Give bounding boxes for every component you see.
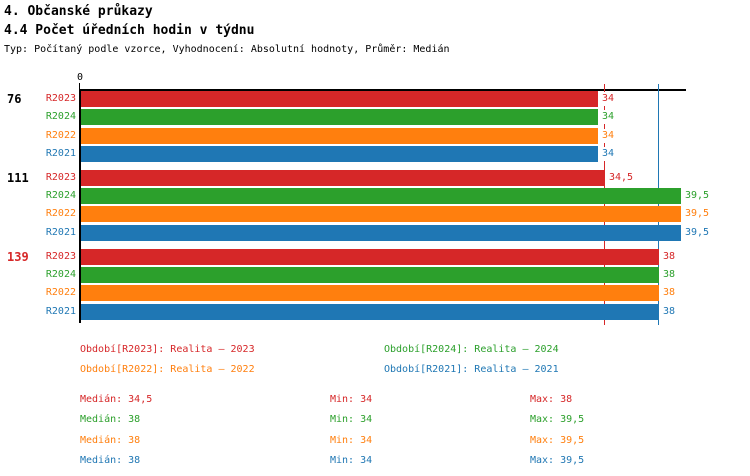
bar-chart-plot-area: 0 76 R2023 34 R2024 34 R2022 34 R2021 34 111 R2023… xyxy=(0,60,750,340)
stat-min-r2023: Min: 34 xyxy=(330,394,373,405)
bar-value-label: 39,5 xyxy=(684,189,711,203)
legend-item: Období[R2022]: Realita – 2022 xyxy=(80,364,255,375)
row-label-r2024: R2024 xyxy=(45,269,76,280)
median-reference-line-r2021 xyxy=(658,84,659,325)
bar-value-label: 38 xyxy=(662,250,677,264)
stat-median-r2023: Medián: 34,5 xyxy=(80,394,153,405)
legend-item: Období[R2021]: Realita – 2021 xyxy=(384,364,559,375)
bar-r2022 xyxy=(81,285,659,301)
axis-origin-tick-mark xyxy=(79,83,80,89)
row-label-r2022: R2022 xyxy=(45,287,76,298)
row-label-r2021: R2021 xyxy=(45,148,76,159)
bar-r2021 xyxy=(81,225,681,241)
stat-min-r2021: Min: 34 xyxy=(330,455,373,466)
stat-median-r2022: Medián: 38 xyxy=(80,435,141,446)
median-reference-line-r2023 xyxy=(604,84,605,325)
bar-r2021 xyxy=(81,146,598,162)
legend-item: Období[R2023]: Realita – 2023 xyxy=(80,344,255,355)
bar-value-label: 34,5 xyxy=(608,171,635,185)
row-label-r2023: R2023 xyxy=(45,172,76,183)
stat-min-r2022: Min: 34 xyxy=(330,435,373,446)
x-axis-line xyxy=(80,89,686,91)
stat-max-r2022: Max: 39,5 xyxy=(530,435,585,446)
bar-value-label: 34 xyxy=(601,147,616,161)
bar-r2021 xyxy=(81,304,659,320)
bar-r2024 xyxy=(81,267,659,283)
axis-origin-tick-label: 0 xyxy=(76,72,84,83)
stat-median-r2021: Medián: 38 xyxy=(80,455,141,466)
bar-r2024 xyxy=(81,188,681,204)
bar-value-label: 34 xyxy=(601,110,616,124)
bar-r2023 xyxy=(81,249,659,265)
bar-value-label: 34 xyxy=(601,129,616,143)
bar-value-label: 38 xyxy=(662,305,677,319)
row-label-r2023: R2023 xyxy=(45,251,76,262)
row-label-r2023: R2023 xyxy=(45,93,76,104)
bar-value-label: 38 xyxy=(662,286,677,300)
stat-min-r2024: Min: 34 xyxy=(330,414,373,425)
y-axis-line xyxy=(79,89,81,323)
bar-value-label: 34 xyxy=(601,92,616,106)
row-label-r2024: R2024 xyxy=(45,111,76,122)
bar-value-label: 39,5 xyxy=(684,226,711,240)
bar-r2023 xyxy=(81,91,598,107)
page-title: 4. Občanské průkazy xyxy=(4,4,153,19)
stat-median-r2024: Medián: 38 xyxy=(80,414,141,425)
group-label: 139 xyxy=(7,250,29,264)
group-label: 76 xyxy=(7,92,22,106)
row-label-r2022: R2022 xyxy=(45,208,76,219)
stat-max-r2023: Max: 38 xyxy=(530,394,573,405)
legend-item: Období[R2024]: Realita – 2024 xyxy=(384,344,559,355)
row-label-r2022: R2022 xyxy=(45,130,76,141)
chart-title: 4.4 Počet úředních hodin v týdnu xyxy=(4,23,255,38)
stat-max-r2021: Max: 39,5 xyxy=(530,455,585,466)
row-label-r2021: R2021 xyxy=(45,306,76,317)
bar-r2022 xyxy=(81,206,681,222)
bar-r2023 xyxy=(81,170,605,186)
bar-r2022 xyxy=(81,128,598,144)
stat-max-r2024: Max: 39,5 xyxy=(530,414,585,425)
group-label: 111 xyxy=(7,171,29,185)
chart-subtitle: Typ: Počítaný podle vzorce, Vyhodnocení:… xyxy=(4,44,450,55)
bar-r2024 xyxy=(81,109,598,125)
row-label-r2021: R2021 xyxy=(45,227,76,238)
bar-value-label: 38 xyxy=(662,268,677,282)
row-label-r2024: R2024 xyxy=(45,190,76,201)
bar-value-label: 39,5 xyxy=(684,207,711,221)
